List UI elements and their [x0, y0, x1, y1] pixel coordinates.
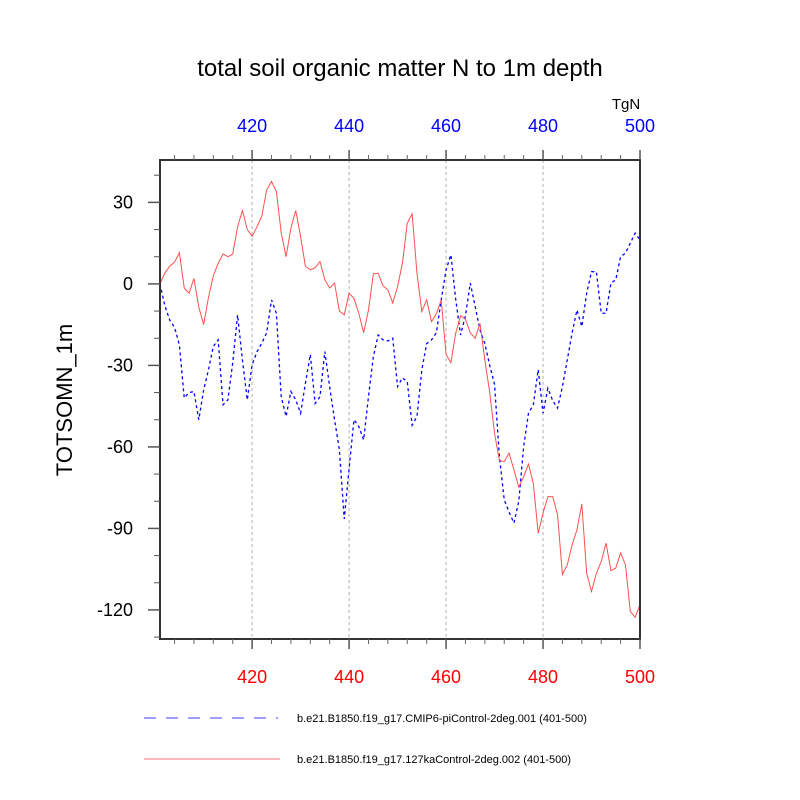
- units-label: TgN: [612, 96, 640, 113]
- y-tick-label: -60: [107, 437, 133, 457]
- x-tick-label-bottom: 420: [237, 667, 267, 687]
- y-tick-label: -120: [97, 600, 133, 620]
- series-layer: [159, 180, 641, 619]
- plot-frame: [159, 159, 641, 640]
- y-tick-label: -30: [107, 355, 133, 375]
- chart-title: total soil organic matter N to 1m depth: [197, 55, 603, 82]
- series-line-cmip6-picontrol: [159, 231, 641, 526]
- y-axis-label: TOTSOMN_1m: [52, 324, 77, 476]
- x-tick-label-top: 460: [431, 116, 461, 136]
- x-tick-label-top: 420: [237, 116, 267, 136]
- x-tick-label-top: 480: [528, 116, 558, 136]
- legend-label-127ka: b.e21.B1850.f19_g17.127kaControl-2deg.00…: [297, 754, 571, 766]
- tick-labels: 420 420 440 440 460 460 480 480 500 500 30 0 -30 -60 -…: [97, 116, 655, 687]
- x-tick-label-bottom: 460: [431, 667, 461, 687]
- series-line-127ka-control: [159, 180, 641, 619]
- x-tick-label-bottom: 480: [528, 667, 558, 687]
- x-tick-label-bottom: 500: [625, 667, 655, 687]
- gridlines: [251, 160, 544, 639]
- x-tick-label-bottom: 440: [334, 667, 364, 687]
- legend-label-cmip6: b.e21.B1850.f19_g17.CMIP6-piControl-2deg…: [297, 713, 587, 725]
- x-tick-label-top: 440: [334, 116, 364, 136]
- axes: [148, 150, 641, 649]
- y-tick-label: 0: [123, 274, 133, 294]
- y-tick-label: 30: [113, 192, 133, 212]
- x-tick-label-top: 500: [625, 116, 655, 136]
- legend: b.e21.B1850.f19_g17.CMIP6-piControl-2deg…: [144, 713, 587, 766]
- y-tick-label: -90: [107, 518, 133, 538]
